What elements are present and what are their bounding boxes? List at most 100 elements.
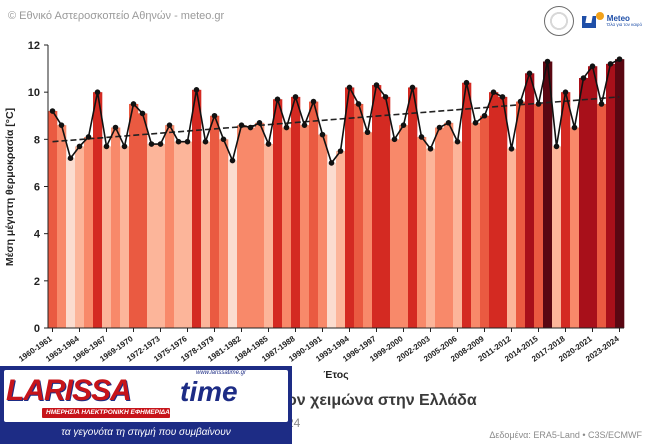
point-1963-1964: [76, 143, 83, 150]
bar-2021-2022: [597, 103, 607, 329]
y-tick-label-12: 12: [28, 40, 40, 52]
point-1981-1982: [238, 122, 245, 128]
banner-strip-text: ΗΜΕΡΗΣΙΑ ΗΛΕΚΤΡΟΝΙΚΗ ΕΦΗΜΕΡΙΔΑ: [46, 409, 170, 416]
point-1986-1987: [283, 124, 290, 131]
bar-1981-1982: [237, 125, 247, 329]
bar-1962-1963: [66, 158, 76, 328]
point-2000-2001: [409, 84, 416, 91]
point-1966-1967: [103, 143, 110, 150]
point-1972-1973: [157, 141, 164, 147]
bar-1995-1996: [363, 132, 373, 328]
credit-text: © Εθνικό Αστεροσκοπείο Αθηνών - meteo.gr: [8, 10, 225, 22]
point-1993-1994: [346, 84, 353, 91]
point-1990-1991: [319, 131, 326, 138]
bar-1961-1962: [57, 125, 67, 329]
point-1976-1977: [193, 87, 200, 93]
bar-1998-1999: [390, 139, 400, 328]
point-2019-2020: [580, 75, 587, 81]
bar-1978-1979: [210, 115, 220, 328]
point-1970-1971: [139, 110, 146, 117]
banner-tagline: τα γεγονότα τη στιγμή που συμβαίνουν: [61, 427, 231, 438]
bar-1982-1983: [246, 127, 256, 328]
bar-1993-1994: [345, 87, 355, 328]
point-1973-1974: [166, 122, 173, 128]
point-1996-1997: [373, 82, 380, 88]
bar-2014-2015: [534, 103, 544, 329]
bar-1994-1995: [354, 103, 364, 329]
point-2011-2012: [508, 145, 515, 152]
bar-1987-1988: [291, 96, 301, 328]
bar-1967-1968: [111, 127, 121, 328]
bar-1980-1981: [228, 160, 238, 328]
point-2021-2022: [598, 101, 605, 107]
point-2004-2005: [445, 120, 452, 126]
point-1998-1999: [391, 136, 398, 143]
point-2016-2017: [553, 143, 560, 150]
bar-2020-2021: [588, 66, 598, 328]
bar-1977-1978: [201, 141, 211, 328]
point-1999-2000: [400, 122, 407, 128]
bar-1985-1986: [273, 99, 283, 329]
point-1989-1990: [310, 98, 317, 105]
bar-2022-2023: [606, 63, 616, 329]
bar-1966-1967: [102, 146, 112, 328]
y-tick-label-6: 6: [34, 182, 40, 194]
bar-1974-1975: [174, 141, 184, 328]
bar-1970-1971: [138, 113, 148, 328]
point-1985-1986: [274, 96, 281, 103]
bar-2015-2016: [543, 61, 553, 328]
observatory-seal-logo: [543, 6, 574, 36]
bar-2018-2019: [570, 127, 580, 328]
bar-1963-1964: [75, 146, 85, 328]
bar-1990-1991: [318, 134, 328, 328]
bar-1964-1965: [84, 136, 94, 328]
point-1960-1961: [49, 108, 56, 114]
point-1994-1995: [355, 101, 362, 107]
y-axis-label: Μέση μέγιστη θερμοκρασία [°C]: [4, 108, 16, 266]
point-1961-1962: [58, 122, 65, 128]
bar-1965-1966: [93, 92, 103, 328]
point-1980-1981: [229, 157, 236, 164]
bar-1984-1985: [264, 144, 274, 328]
logos: Meteo Όλα για τον καιρό: [543, 6, 642, 36]
point-2009-2010: [490, 89, 497, 95]
point-1979-1980: [220, 136, 227, 143]
point-2001-2002: [418, 134, 425, 140]
point-2002-2003: [427, 145, 434, 152]
bar-1992-1993: [336, 151, 346, 329]
point-1975-1976: [184, 138, 191, 145]
bar-2019-2020: [579, 78, 589, 329]
point-2018-2019: [571, 124, 578, 131]
meteo-logo: Meteo Όλα για τον καιρό: [581, 12, 642, 30]
bar-2023-2024: [615, 59, 625, 329]
point-2013-2014: [526, 70, 533, 77]
data-source: Δεδομένα: ERA5-Land • C3S/ECMWF: [489, 430, 642, 440]
bar-2004-2005: [444, 122, 454, 328]
point-1988-1989: [301, 122, 308, 128]
series-group: [49, 56, 623, 166]
bar-2012-2013: [516, 101, 526, 328]
point-1967-1968: [112, 124, 119, 131]
point-1968-1969: [121, 143, 128, 150]
bar-2008-2009: [480, 115, 490, 328]
bars-group: [48, 59, 625, 329]
bar-2009-2010: [489, 92, 499, 328]
larissatime-banner[interactable]: LARISSA www.larissatime.gr time ΗΜΕΡΗΣΙΑ…: [0, 366, 292, 444]
bar-1991-1992: [327, 162, 337, 328]
point-1969-1970: [130, 101, 137, 107]
meteo-logo-text: Meteo: [606, 13, 630, 23]
point-2020-2021: [589, 63, 596, 70]
bar-2002-2003: [426, 148, 436, 328]
point-1984-1985: [265, 141, 272, 147]
y-tick-label-4: 4: [34, 229, 41, 241]
point-1991-1992: [328, 160, 335, 166]
bar-2016-2017: [552, 146, 562, 328]
bar-1976-1977: [192, 89, 202, 328]
bar-1975-1976: [183, 141, 193, 328]
bar-1968-1969: [120, 146, 130, 328]
bar-2010-2011: [498, 96, 508, 328]
bar-1972-1973: [156, 144, 166, 328]
bar-1983-1984: [255, 122, 265, 328]
bar-1988-1989: [300, 125, 310, 329]
